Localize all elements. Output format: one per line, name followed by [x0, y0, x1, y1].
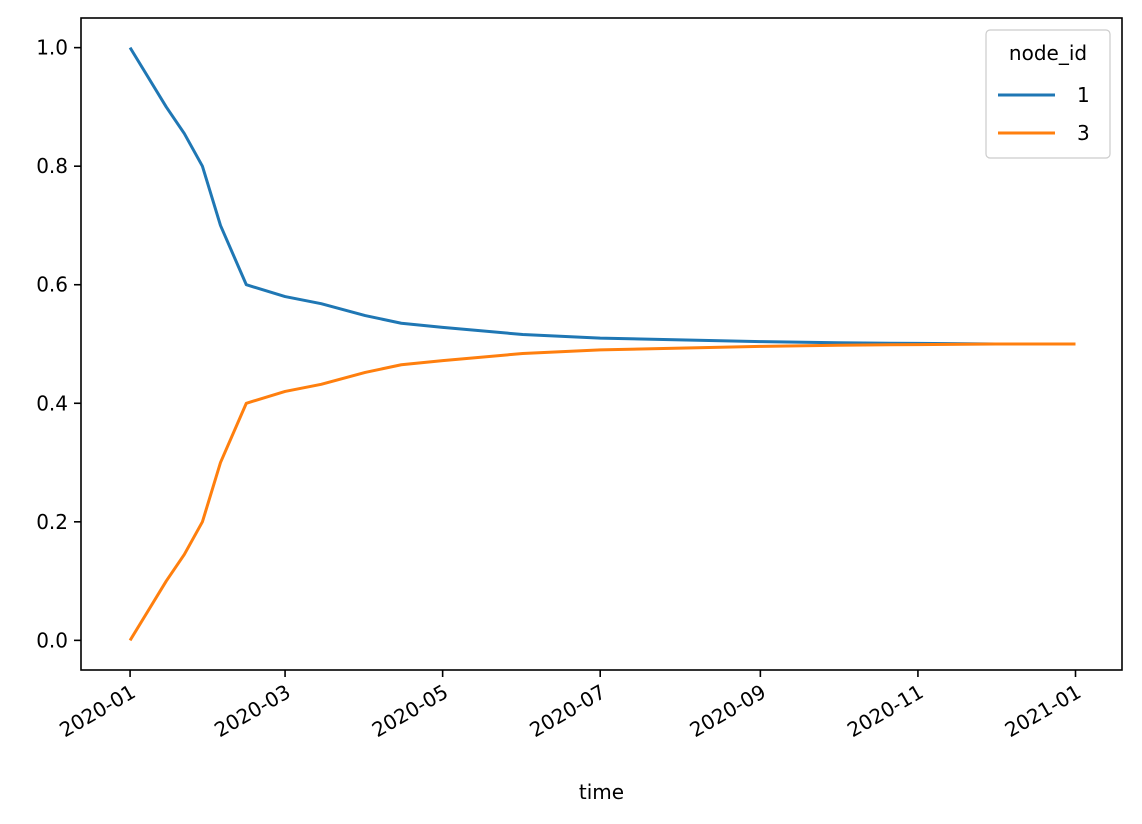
- series-line-1: [128, 46, 1076, 346]
- y-tick-label: 0.6: [36, 273, 68, 297]
- legend-label-3: 3: [1077, 121, 1090, 145]
- y-tick-label: 0.2: [36, 510, 68, 534]
- y-axis: 0.0 0.2 0.4 0.6 0.8 1.0: [36, 36, 81, 652]
- legend-title: node_id: [1009, 41, 1087, 65]
- x-axis-label: time: [579, 780, 624, 804]
- y-tick-label: 1.0: [36, 36, 68, 60]
- legend-entries: 13: [998, 83, 1090, 145]
- y-tick-label: 0.0: [36, 628, 68, 652]
- legend-label-1: 1: [1077, 83, 1090, 107]
- plot-area-frame: [80, 17, 1123, 671]
- y-tick-label: 0.8: [36, 154, 68, 178]
- series-layer: [128, 46, 1076, 642]
- series-line-3: [128, 342, 1076, 642]
- legend: node_id 13: [985, 29, 1111, 159]
- y-tick-label: 0.4: [36, 391, 68, 415]
